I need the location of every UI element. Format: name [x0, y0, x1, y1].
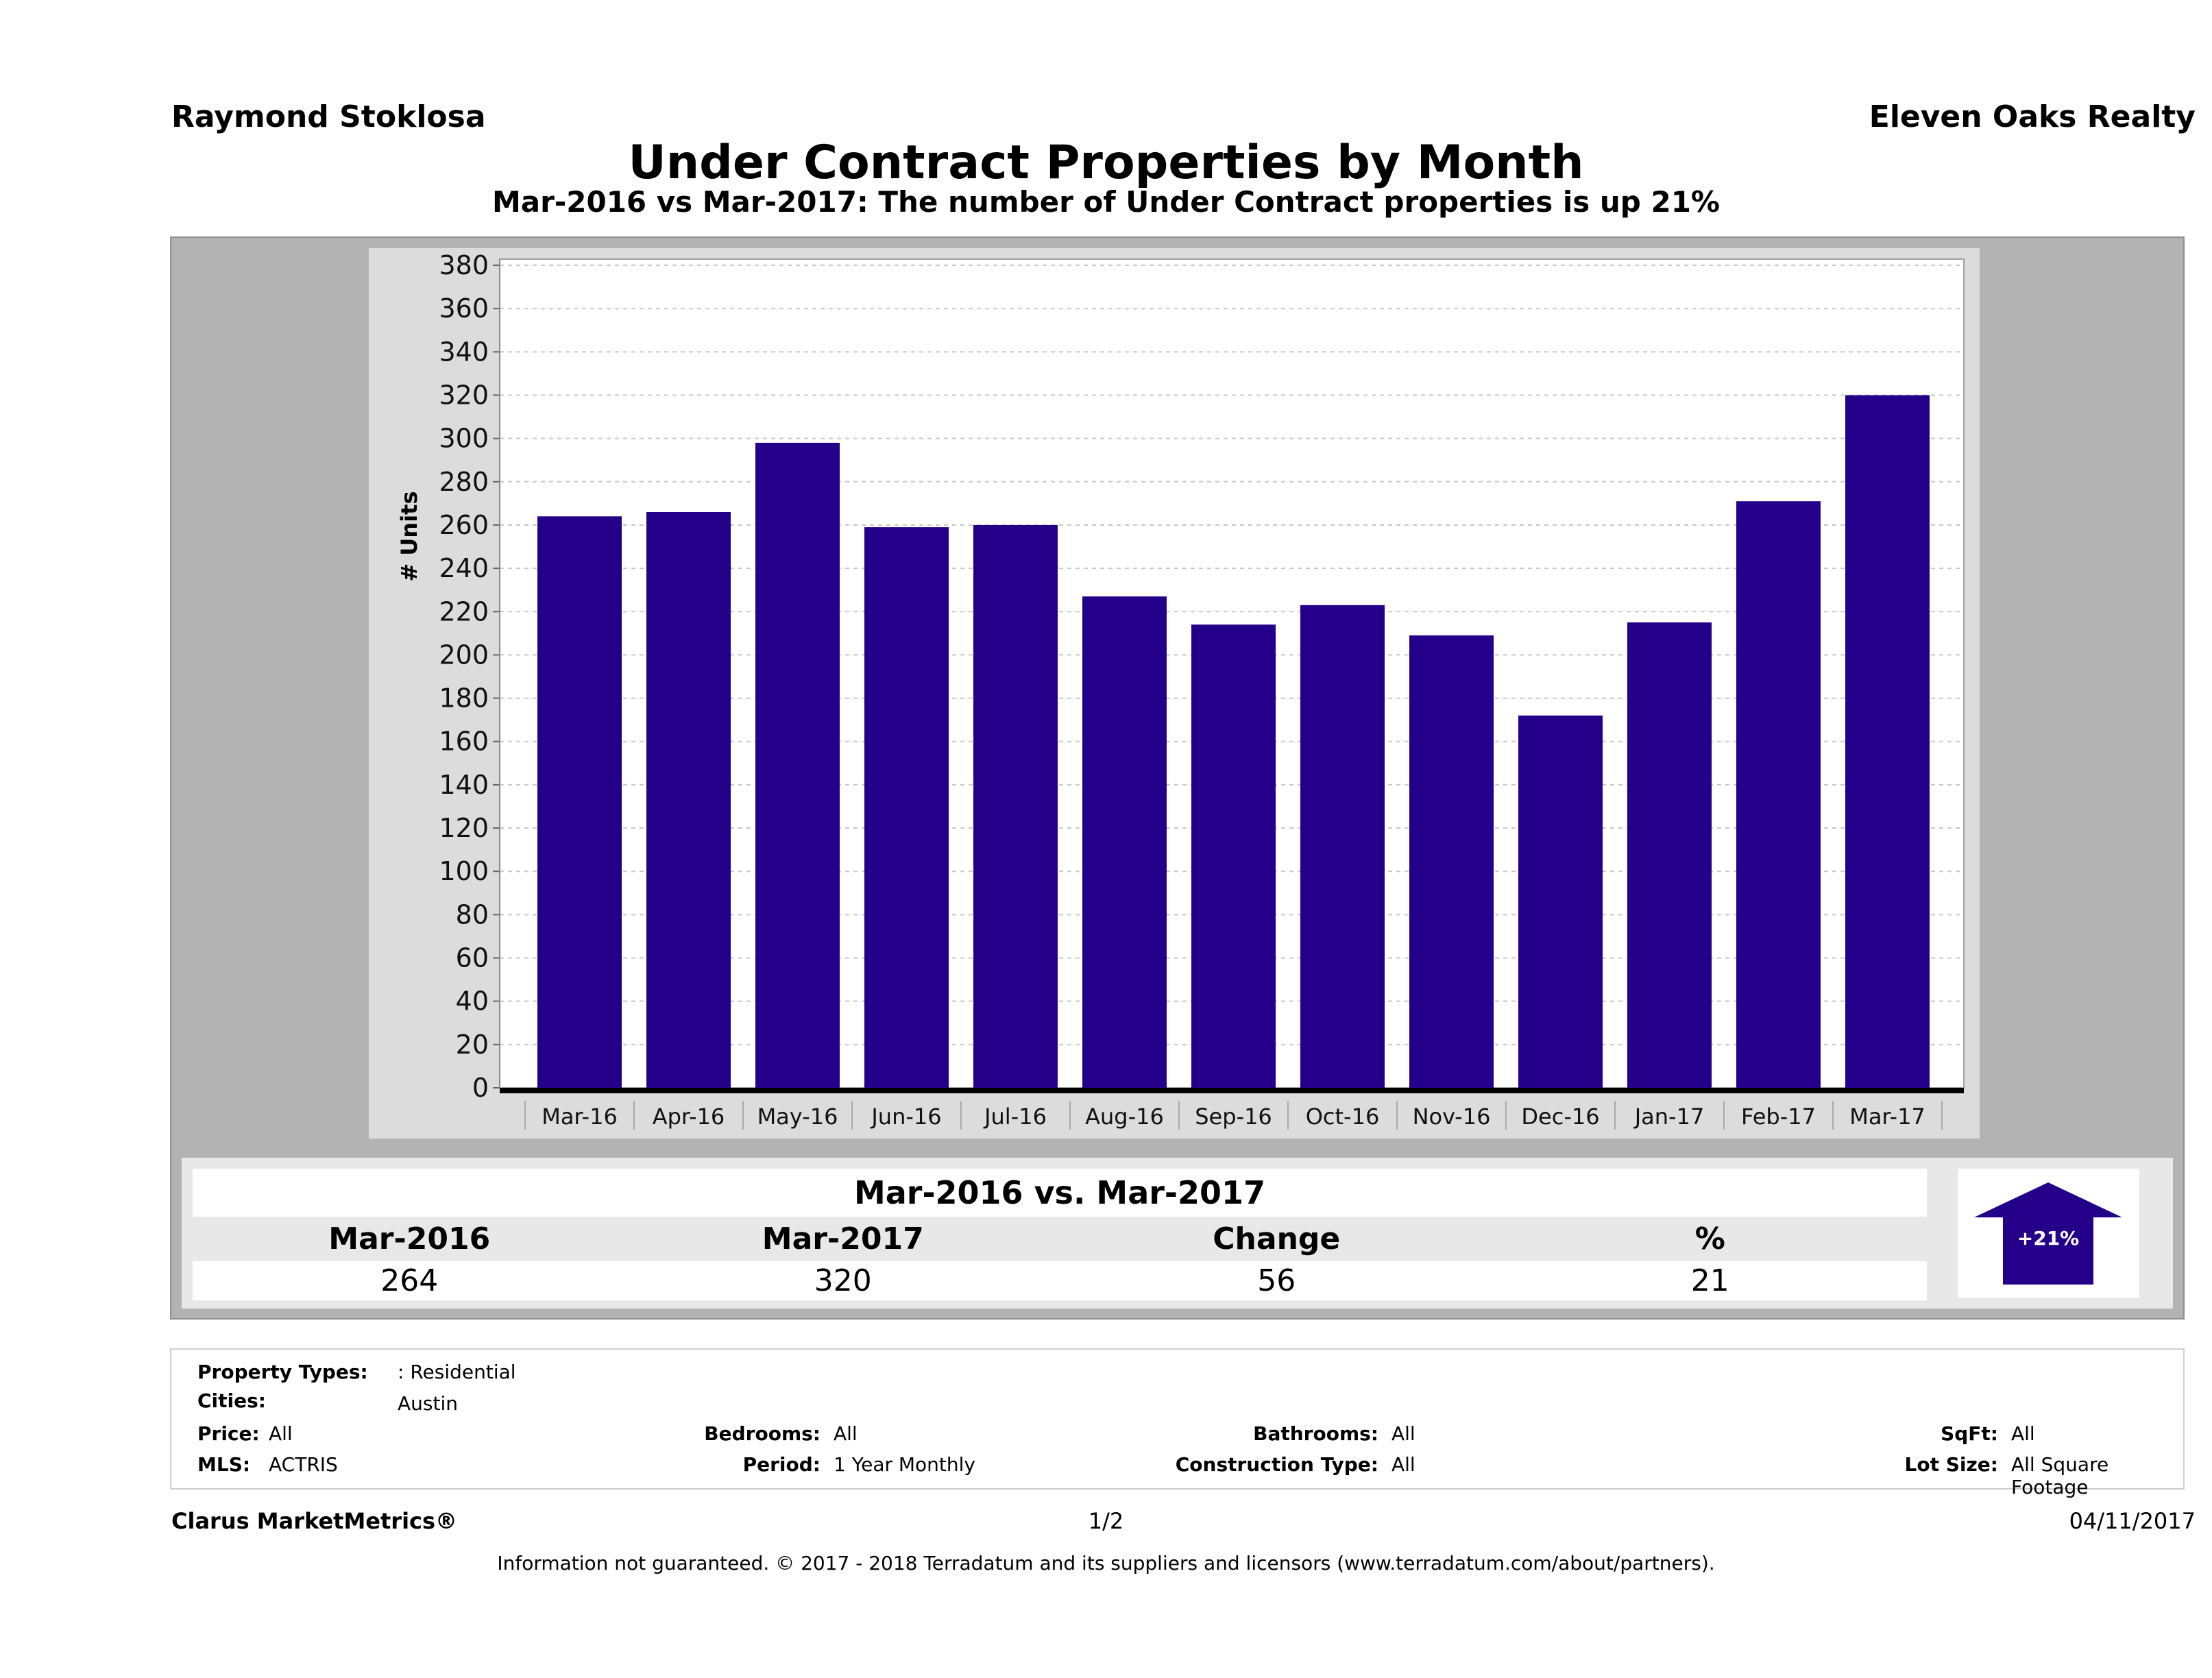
bar-jan-17	[1627, 622, 1712, 1088]
report-title: Under Contract Properties by Month	[628, 136, 1584, 190]
comparison-title: Mar-2016 vs. Mar-2017	[193, 1169, 1927, 1217]
value-cell: 320	[814, 1263, 872, 1298]
change-badge: +21%	[1958, 1169, 2139, 1298]
cities-label: Cities:	[197, 1389, 266, 1412]
sqft-label: SqFt:	[1941, 1422, 1998, 1445]
construction-type-label: Construction Type:	[1175, 1453, 1378, 1476]
property-types-value: : Residential	[398, 1361, 516, 1383]
x-tick-label: Jun-16	[870, 1104, 941, 1130]
bar-sep-16	[1191, 624, 1276, 1088]
y-tick-label: 380	[439, 250, 489, 280]
y-tick-label: 360	[439, 293, 489, 324]
filters-panel: Property Types: : Residential Cities: Au…	[170, 1348, 2185, 1498]
header-cell: Mar-2016	[328, 1221, 491, 1256]
bedrooms-label: Bedrooms:	[704, 1422, 821, 1445]
page-number: 1/2	[1088, 1508, 1124, 1534]
x-tick-label: Apr-16	[653, 1104, 725, 1130]
bar-aug-16	[1082, 596, 1167, 1088]
mls-value: ACTRIS	[269, 1453, 338, 1476]
header-cell: Change	[1213, 1221, 1341, 1256]
y-tick-label: 0	[472, 1073, 489, 1103]
bar-feb-17	[1736, 501, 1821, 1088]
y-tick-label: 320	[439, 380, 489, 410]
y-tick-label: 220	[439, 596, 489, 627]
x-tick-label: Sep-16	[1195, 1104, 1272, 1130]
bar-jun-16	[864, 527, 949, 1088]
property-types-label: Property Types:	[197, 1361, 368, 1383]
y-tick-label: 240	[439, 553, 489, 583]
x-axis-line	[500, 1088, 1964, 1093]
disclaimer: Information not guaranteed. © 2017 - 201…	[497, 1552, 1715, 1574]
y-tick-label: 160	[439, 727, 489, 757]
y-tick-label: 100	[439, 856, 489, 886]
value-cell: 264	[380, 1263, 439, 1298]
change-badge-label: +21%	[2017, 1227, 2079, 1250]
cities-value: Austin	[398, 1392, 458, 1415]
y-tick-label: 340	[439, 337, 489, 367]
y-tick-label: 40	[456, 986, 489, 1017]
y-tick-label: 280	[439, 467, 489, 497]
comparison-header-row: Mar-2016 Mar-2017 Change %	[193, 1217, 1927, 1261]
x-tick-label: Aug-16	[1085, 1104, 1164, 1130]
agent-name: Raymond Stoklosa	[171, 99, 486, 134]
x-tick-label: Jan-17	[1633, 1104, 1705, 1130]
x-tick-label: Dec-16	[1521, 1104, 1599, 1130]
bar-apr-16	[646, 512, 731, 1088]
y-axis-ticks: 0 20 40 60 80 100 120 140 160 180 200 220 240 260 280 3…	[439, 250, 500, 1103]
lot-size-value: All Square Footage	[2011, 1453, 2109, 1498]
lot-size-label: Lot Size:	[1904, 1453, 1998, 1476]
period-label: Period:	[742, 1453, 821, 1476]
brokerage-name: Eleven Oaks Realty	[1869, 99, 2196, 134]
y-tick-label: 120	[439, 813, 489, 843]
x-tick-label: Oct-16	[1306, 1104, 1380, 1130]
y-tick-label: 260	[439, 510, 489, 540]
bar-mar-17	[1845, 395, 1930, 1088]
y-axis-label: # Units	[396, 491, 422, 581]
x-tick-label: May-16	[757, 1104, 838, 1130]
mls-label: MLS:	[197, 1453, 251, 1476]
comparison-value-row: 264 320 56 21	[193, 1261, 1927, 1300]
bar-jul-16	[973, 524, 1058, 1088]
bathrooms-label: Bathrooms:	[1253, 1422, 1378, 1445]
sqft-value: All	[2011, 1422, 2035, 1445]
bar-dec-16	[1518, 715, 1603, 1088]
bar-may-16	[755, 442, 840, 1088]
bar-nov-16	[1409, 635, 1494, 1088]
value-cell: 21	[1690, 1263, 1729, 1298]
bathrooms-value: All	[1391, 1422, 1415, 1445]
bedrooms-value: All	[834, 1422, 858, 1445]
x-tick-label: Jul-16	[983, 1104, 1047, 1130]
bar-chart: 0 20 40 60 80 100 120 140 160 180 200 220 240 260 280 3…	[396, 250, 1965, 1130]
x-tick-label: Mar-16	[542, 1104, 618, 1130]
footer-brand: Clarus MarketMetrics®	[171, 1508, 458, 1534]
report-date: 04/11/2017	[2069, 1508, 2196, 1534]
y-tick-label: 60	[456, 943, 489, 973]
y-tick-label: 140	[439, 770, 489, 800]
bar-mar-16	[537, 516, 622, 1088]
y-tick-label: 300	[439, 424, 489, 454]
period-value: 1 Year Monthly	[834, 1453, 976, 1476]
x-axis-ticks: Mar-16 Apr-16 May-16 Jun-16 Jul-16 Aug-16 Sep-…	[524, 1101, 1943, 1130]
comparison-title-text: Mar-2016 vs. Mar-2017	[853, 1174, 1266, 1211]
header-cell: Mar-2017	[762, 1221, 924, 1256]
value-cell: 56	[1257, 1263, 1296, 1298]
price-value: All	[269, 1422, 293, 1445]
y-tick-label: 80	[456, 899, 489, 929]
report-subtitle: Mar-2016 vs Mar-2017: The number of Unde…	[491, 185, 1721, 219]
y-tick-label: 180	[439, 683, 489, 714]
construction-type-value: All	[1391, 1453, 1415, 1476]
up-arrow-icon: +21%	[1974, 1182, 2122, 1285]
y-tick-label: 20	[456, 1030, 489, 1060]
x-tick-label: Mar-17	[1849, 1104, 1925, 1130]
x-tick-label: Feb-17	[1741, 1104, 1816, 1130]
y-tick-label: 200	[439, 640, 489, 670]
bars	[537, 395, 1930, 1088]
price-label: Price:	[197, 1422, 260, 1445]
x-tick-label: Nov-16	[1413, 1104, 1491, 1130]
bar-oct-16	[1300, 605, 1385, 1088]
header-cell: %	[1694, 1221, 1725, 1256]
